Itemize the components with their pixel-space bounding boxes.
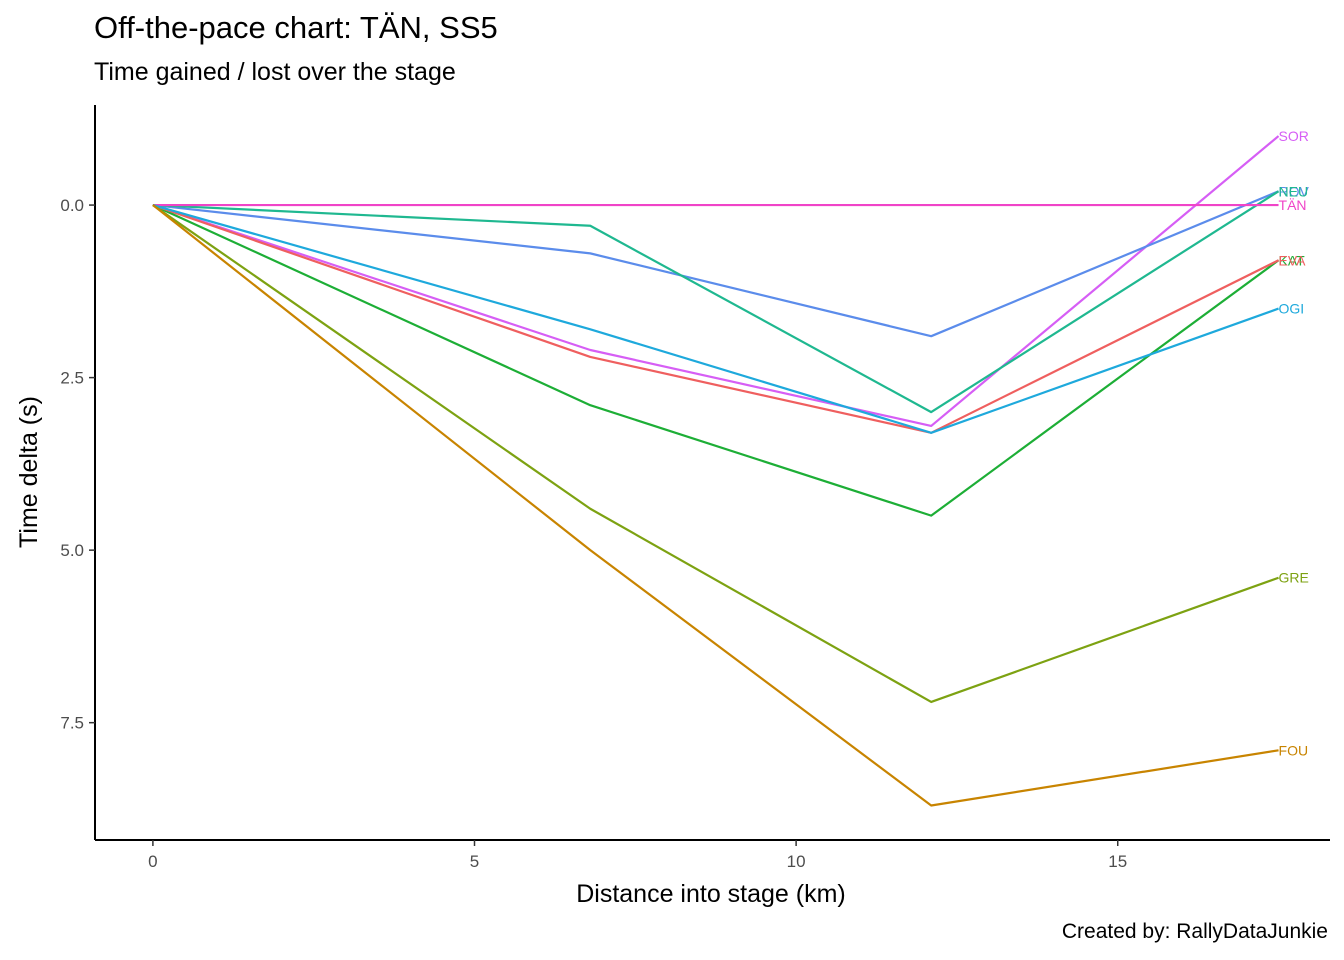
series-label-sor: SOR [1279,128,1309,144]
x-tick-label: 5 [470,852,479,871]
series-label-neu: NEU [1279,183,1309,199]
series-label-eva: EVA [1279,252,1307,268]
axes: 0 5 10 15 0.0 2.5 5.0 7.5 [60,105,1330,871]
x-axis-title: Distance into stage (km) [576,880,846,908]
series-label-t-n: TÄN [1279,197,1307,213]
series-line-rov [152,190,1279,338]
y-tick-label: 2.5 [60,369,84,388]
series-line-ogi [152,204,1279,434]
x-tick-label: 10 [787,852,806,871]
y-tick-label: 0.0 [60,196,84,215]
y-tick-label: 5.0 [60,541,84,560]
series-line-gre [152,204,1279,704]
chart-title: Off-the-pace chart: TÄN, SS5 [94,10,498,45]
series-line-sor [152,135,1280,428]
x-tick-label: 0 [148,852,157,871]
series-label-fou: FOU [1279,742,1309,758]
y-axis-title: Time delta (s) [15,396,43,548]
series-line-eva [152,204,1280,434]
series-label-gre: GRE [1279,570,1309,586]
chart-caption: Created by: RallyDataJunkie [1061,920,1328,943]
series-line-kat [152,204,1280,517]
chart-subtitle: Time gained / lost over the stage [94,58,456,86]
series-line-neu [152,190,1280,414]
y-tick-label: 7.5 [60,714,84,733]
series-line-fou [152,204,1279,807]
series-label-kat: KAT [1279,252,1306,268]
x-tick-label: 15 [1108,852,1127,871]
series-lines [152,135,1280,807]
series-label-rov: ROV [1279,183,1310,199]
series-label-ogi: OGI [1279,301,1305,317]
